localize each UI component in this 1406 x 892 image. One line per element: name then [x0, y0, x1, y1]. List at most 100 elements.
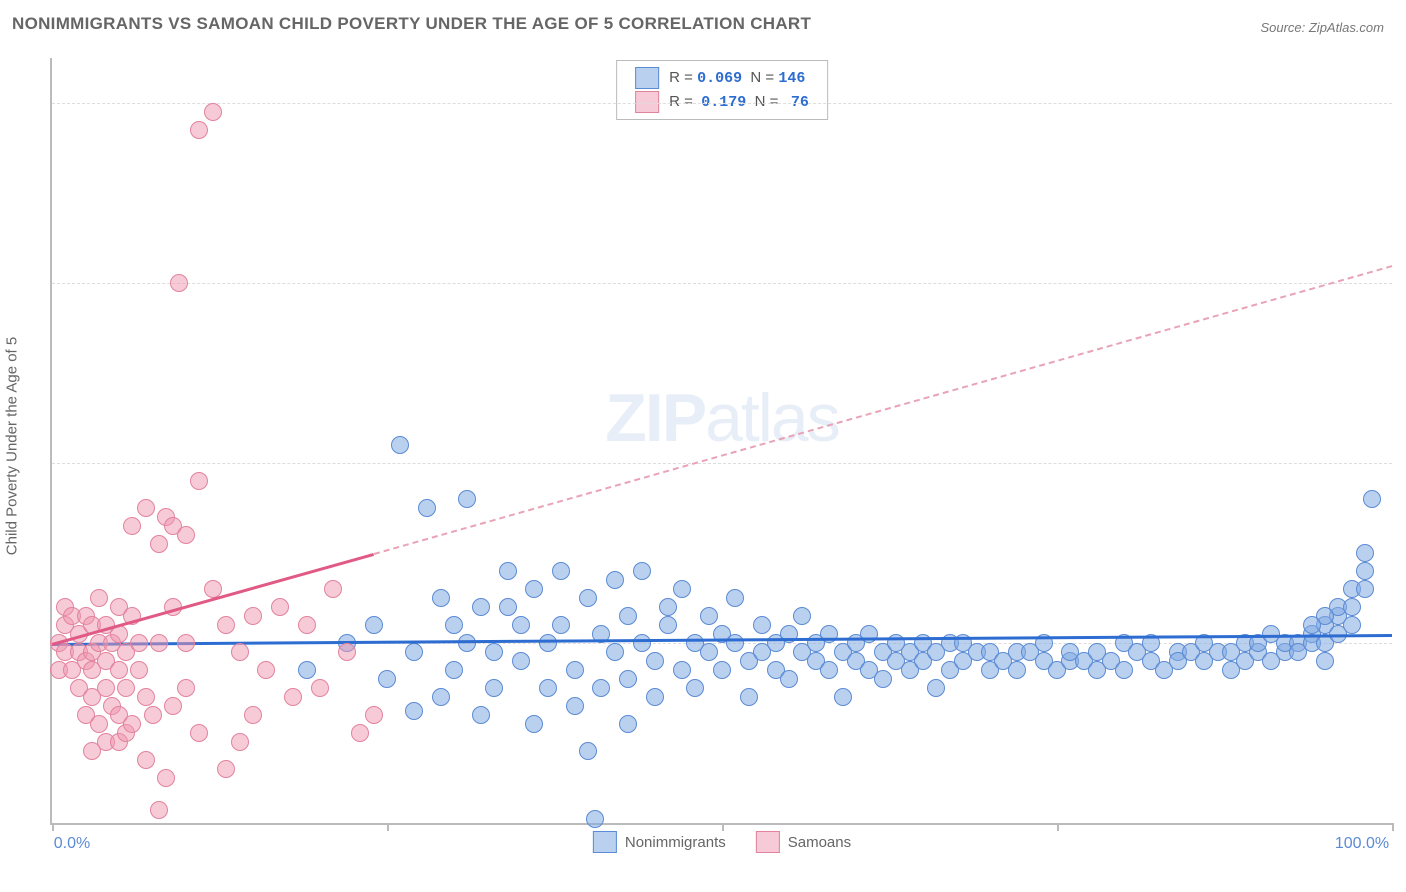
- data-point-nonimmigrants: [525, 580, 543, 598]
- data-point-samoans: [123, 517, 141, 535]
- data-point-nonimmigrants: [445, 616, 463, 634]
- data-point-nonimmigrants: [700, 607, 718, 625]
- data-point-nonimmigrants: [673, 661, 691, 679]
- data-point-samoans: [190, 472, 208, 490]
- trend-line: [373, 265, 1392, 555]
- data-point-nonimmigrants: [1316, 652, 1334, 670]
- data-point-samoans: [130, 634, 148, 652]
- data-point-nonimmigrants: [539, 679, 557, 697]
- data-point-nonimmigrants: [552, 562, 570, 580]
- data-point-samoans: [137, 688, 155, 706]
- data-point-nonimmigrants: [552, 616, 570, 634]
- data-point-nonimmigrants: [485, 643, 503, 661]
- gridline: [52, 463, 1392, 464]
- data-point-nonimmigrants: [780, 670, 798, 688]
- data-point-samoans: [90, 715, 108, 733]
- data-point-nonimmigrants: [1303, 616, 1321, 634]
- data-point-samoans: [298, 616, 316, 634]
- data-point-samoans: [244, 706, 262, 724]
- data-point-nonimmigrants: [1356, 580, 1374, 598]
- data-point-nonimmigrants: [646, 688, 664, 706]
- data-point-nonimmigrants: [586, 810, 604, 828]
- data-point-nonimmigrants: [472, 598, 490, 616]
- data-point-nonimmigrants: [512, 616, 530, 634]
- stats-row-1: R = 0.069 N = 146: [635, 67, 809, 89]
- data-point-samoans: [284, 688, 302, 706]
- data-point-samoans: [117, 679, 135, 697]
- data-point-samoans: [244, 607, 262, 625]
- data-point-nonimmigrants: [566, 661, 584, 679]
- data-point-samoans: [217, 760, 235, 778]
- data-point-samoans: [271, 598, 289, 616]
- data-point-nonimmigrants: [539, 634, 557, 652]
- stats-legend: R = 0.069 N = 146 R = 0.179 N = 76: [616, 60, 828, 120]
- watermark: ZIPatlas: [605, 379, 838, 457]
- data-point-nonimmigrants: [432, 688, 450, 706]
- legend-item-2: Samoans: [756, 831, 851, 853]
- data-point-nonimmigrants: [592, 679, 610, 697]
- data-point-samoans: [338, 643, 356, 661]
- data-point-nonimmigrants: [499, 562, 517, 580]
- data-point-nonimmigrants: [1008, 661, 1026, 679]
- legend-item-1: Nonimmigrants: [593, 831, 726, 853]
- data-point-nonimmigrants: [726, 634, 744, 652]
- source-credit: Source: ZipAtlas.com: [1260, 20, 1384, 35]
- data-point-nonimmigrants: [619, 607, 637, 625]
- data-point-nonimmigrants: [619, 670, 637, 688]
- data-point-samoans: [231, 733, 249, 751]
- data-point-samoans: [90, 589, 108, 607]
- data-point-nonimmigrants: [606, 571, 624, 589]
- data-point-samoans: [190, 724, 208, 742]
- data-point-nonimmigrants: [405, 702, 423, 720]
- data-point-nonimmigrants: [659, 598, 677, 616]
- data-point-nonimmigrants: [753, 616, 771, 634]
- data-point-samoans: [130, 661, 148, 679]
- data-point-nonimmigrants: [1343, 616, 1361, 634]
- x-tick-mark: [1057, 823, 1059, 831]
- data-point-samoans: [204, 103, 222, 121]
- data-point-nonimmigrants: [874, 670, 892, 688]
- data-point-samoans: [144, 706, 162, 724]
- data-point-nonimmigrants: [1363, 490, 1381, 508]
- y-axis-label: Child Poverty Under the Age of 5: [4, 337, 21, 555]
- series-legend: Nonimmigrants Samoans: [593, 831, 851, 853]
- data-point-nonimmigrants: [499, 598, 517, 616]
- data-point-samoans: [217, 616, 235, 634]
- stats-row-2: R = 0.179 N = 76: [635, 91, 809, 113]
- data-point-samoans: [177, 526, 195, 544]
- data-point-samoans: [137, 751, 155, 769]
- data-point-samoans: [231, 643, 249, 661]
- data-point-nonimmigrants: [619, 715, 637, 733]
- data-point-samoans: [150, 535, 168, 553]
- data-point-nonimmigrants: [525, 715, 543, 733]
- data-point-samoans: [137, 499, 155, 517]
- data-point-nonimmigrants: [405, 643, 423, 661]
- data-point-nonimmigrants: [820, 661, 838, 679]
- data-point-samoans: [97, 679, 115, 697]
- data-point-nonimmigrants: [633, 634, 651, 652]
- x-tick-label: 0.0%: [54, 835, 90, 853]
- data-point-nonimmigrants: [686, 679, 704, 697]
- data-point-samoans: [110, 661, 128, 679]
- data-point-nonimmigrants: [659, 616, 677, 634]
- data-point-samoans: [177, 634, 195, 652]
- plot-area: ZIPatlas R = 0.069 N = 146 R = 0.179 N =…: [50, 58, 1392, 825]
- x-tick-mark: [387, 823, 389, 831]
- data-point-nonimmigrants: [927, 679, 945, 697]
- data-point-samoans: [324, 580, 342, 598]
- data-point-nonimmigrants: [1343, 598, 1361, 616]
- data-point-nonimmigrants: [378, 670, 396, 688]
- data-point-nonimmigrants: [472, 706, 490, 724]
- data-point-nonimmigrants: [713, 661, 731, 679]
- data-point-nonimmigrants: [633, 562, 651, 580]
- data-point-samoans: [164, 697, 182, 715]
- data-point-nonimmigrants: [579, 742, 597, 760]
- data-point-nonimmigrants: [512, 652, 530, 670]
- data-point-nonimmigrants: [646, 652, 664, 670]
- data-point-samoans: [351, 724, 369, 742]
- data-point-samoans: [190, 121, 208, 139]
- data-point-nonimmigrants: [700, 643, 718, 661]
- data-point-nonimmigrants: [458, 490, 476, 508]
- data-point-samoans: [150, 634, 168, 652]
- x-tick-label: 100.0%: [1335, 835, 1389, 853]
